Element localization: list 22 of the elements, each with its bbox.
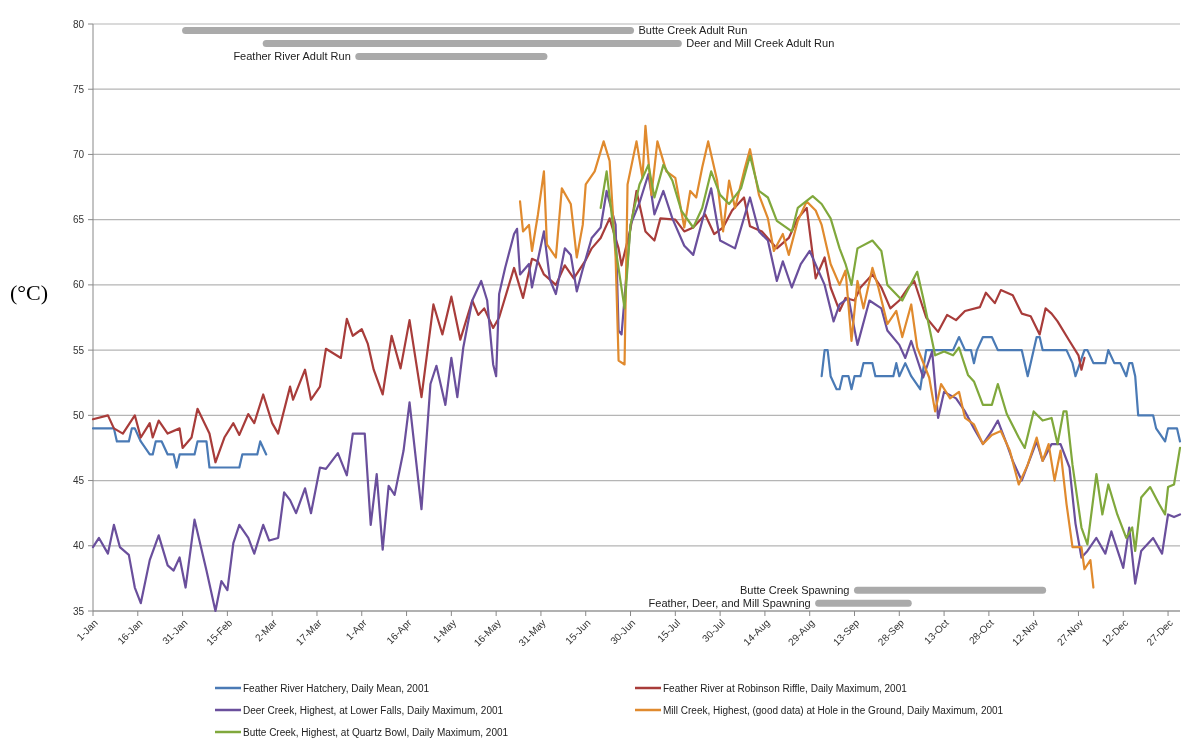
y-tick-label: 70 — [72, 148, 85, 160]
series-label: Butte Creek Spawning — [740, 583, 850, 596]
y-tick-label: 50 — [72, 409, 85, 421]
series-label: Butte Creek Adult Run — [638, 24, 748, 37]
series-label: Deer and Mill Creek Adult Run — [686, 37, 835, 50]
legend-label: Mill Creek, Highest, (good data) at Hole in the Ground, Daily Maximum, 2001 — [663, 704, 1004, 716]
legend-label: Deer Creek, Highest, at Lower Falls, Daily Maximum, 2001 — [243, 704, 504, 716]
legend-label: Feather River Hatchery, Daily Mean, 2001 — [243, 682, 430, 694]
y-tick-label: 45 — [72, 475, 85, 487]
line-series — [599, 154, 1182, 553]
series-label: Feather, Deer, and Mill Spawning — [648, 597, 811, 610]
y-tick-label: 40 — [72, 540, 85, 552]
legend-label: Butte Creek, Highest, at Quartz Bowl, Daily Maximum, 2001 — [243, 726, 509, 738]
legend-label: Feather River at Robinson Riffle, Daily Maximum, 2001 — [663, 682, 908, 694]
y-tick-label: 65 — [72, 214, 85, 226]
y-tick-label: 75 — [72, 83, 85, 95]
series-label: Feather River Adult Run — [233, 50, 351, 63]
y-tick-label: 55 — [72, 344, 85, 356]
y-tick-label: 80 — [72, 18, 85, 30]
y-axis-title: (°C) — [10, 280, 49, 305]
y-tick-label: 60 — [72, 279, 85, 291]
y-tick-label: 35 — [72, 605, 85, 617]
